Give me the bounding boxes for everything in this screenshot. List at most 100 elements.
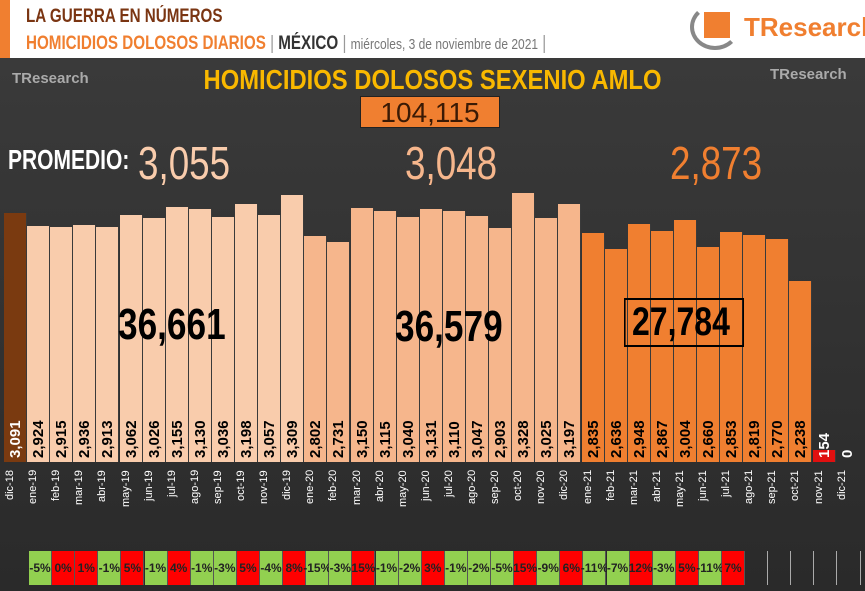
pct-change-cell: -9% (537, 551, 561, 585)
value-label: 3,110 (445, 421, 463, 458)
x-tick-label: may-19 (119, 470, 132, 507)
header: LA GUERRA EN NÚMEROS HOMICIDIOS DOLOSOS … (0, 0, 865, 58)
bar (327, 241, 351, 462)
pct-change-cell: -1% (190, 551, 214, 585)
bar (211, 217, 235, 462)
bar (304, 235, 328, 462)
value-label: 2,936 (76, 420, 94, 458)
value-label: 2,924 (30, 420, 48, 458)
bar (350, 207, 374, 462)
value-label: 2,915 (53, 420, 71, 458)
pct-change-cell: 8% (283, 551, 307, 585)
value-label: 154 (815, 432, 833, 458)
bar (281, 195, 305, 462)
x-tick-label: jun-20 (419, 470, 432, 501)
x-tick-label: dic-19 (281, 470, 294, 500)
value-label: 3,040 (399, 420, 417, 458)
x-tick-label: feb-21 (604, 470, 617, 502)
x-tick-label: nov-21 (812, 470, 825, 504)
x-tick-label: mar-21 (627, 470, 640, 505)
bar (258, 215, 282, 462)
bar (535, 217, 559, 462)
value-label: 0 (838, 449, 856, 458)
x-tick-label: oct-20 (512, 470, 525, 501)
x-tick-label: ago-20 (466, 470, 478, 505)
x-tick-label: abr-20 (373, 470, 386, 502)
bar (627, 224, 651, 462)
pct-change-cell: 5% (236, 551, 260, 585)
bar (766, 238, 790, 462)
value-label: 2,835 (584, 420, 602, 458)
accent-bar (0, 0, 10, 58)
value-label: 3,004 (676, 420, 694, 458)
bar (396, 216, 420, 462)
empty-pct-cell (814, 551, 838, 585)
x-tick-label: sep-19 (211, 470, 224, 504)
pct-change-cell: -1% (375, 551, 399, 585)
pct-change-cell: 1% (75, 551, 99, 585)
pct-change-cell: -11% (696, 551, 724, 585)
x-tick-label: sep-20 (489, 470, 502, 504)
value-label: 3,131 (422, 420, 440, 458)
pct-change-cell: -7% (606, 551, 630, 585)
value-label: 2,903 (492, 420, 510, 458)
pct-change-cell: -3% (213, 551, 237, 585)
total-box: 104,115 (360, 96, 500, 128)
bar (419, 209, 443, 462)
x-tick-label: feb-20 (327, 470, 340, 502)
x-tick-label: mar-20 (350, 470, 363, 505)
value-label: 3,155 (168, 420, 186, 458)
x-tick-label: oct-21 (789, 470, 802, 501)
pct-change-cell: -3% (329, 551, 353, 585)
bar (697, 247, 721, 462)
average-2020: 3,048 (405, 137, 498, 189)
bar (789, 281, 813, 462)
pct-change-cell: 0% (52, 551, 76, 585)
watermark-logo-right: TResearch (770, 66, 847, 83)
value-label: 2,948 (630, 420, 648, 458)
bar (581, 233, 605, 462)
value-label: 3,150 (353, 420, 371, 458)
pct-change-cell: 7% (722, 551, 746, 585)
value-label: 3,198 (238, 420, 255, 458)
country: MÉXICO (278, 33, 339, 54)
bar (442, 211, 466, 462)
average-2021: 2,873 (670, 137, 763, 189)
pct-change-cell: -1% (98, 551, 122, 585)
total-2021: 27,784 (624, 298, 744, 347)
bar (673, 219, 697, 462)
x-tick-label: mar-19 (73, 470, 86, 505)
bar (558, 204, 582, 462)
x-tick-label: dic-20 (558, 470, 571, 500)
x-tick-label: jul-20 (442, 470, 455, 497)
value-label: 2,802 (307, 420, 325, 458)
bar (604, 249, 628, 462)
x-tick-label: abr-19 (96, 470, 109, 502)
pct-change-cell: 15% (351, 551, 376, 585)
value-label: 2,819 (746, 420, 764, 458)
value-label: 3,057 (261, 420, 279, 458)
bar (73, 225, 97, 462)
x-tick-label: abr-21 (650, 470, 663, 502)
average-2019: 3,055 (138, 137, 231, 189)
pct-change-cell: 5% (675, 551, 699, 585)
promedio-label: PROMEDIO: (8, 144, 130, 175)
pct-change-cell: 15% (513, 551, 538, 585)
pct-change-cell: -5% (29, 551, 53, 585)
value-label: 2,660 (700, 420, 717, 458)
x-tick-label: jul-19 (165, 470, 178, 497)
x-tick-label: may-20 (396, 470, 409, 507)
x-tick-label: jun-21 (697, 470, 709, 501)
pct-change-cell: -1% (444, 551, 468, 585)
value-label: 2,867 (653, 420, 671, 458)
bar (96, 226, 120, 462)
value-label: 3,025 (538, 420, 556, 458)
pct-change-cell: -4% (260, 551, 284, 585)
header-subtitle: HOMICIDIOS DOLOSOS DIARIOS | MÉXICO | mi… (26, 33, 547, 54)
value-label: 3,197 (561, 420, 579, 458)
value-label: 3,309 (284, 420, 302, 458)
value-label: 2,238 (792, 420, 810, 458)
pct-change-cell: 5% (121, 551, 145, 585)
tresearch-logo: TResearch (690, 4, 865, 50)
value-label: 3,036 (214, 420, 232, 458)
